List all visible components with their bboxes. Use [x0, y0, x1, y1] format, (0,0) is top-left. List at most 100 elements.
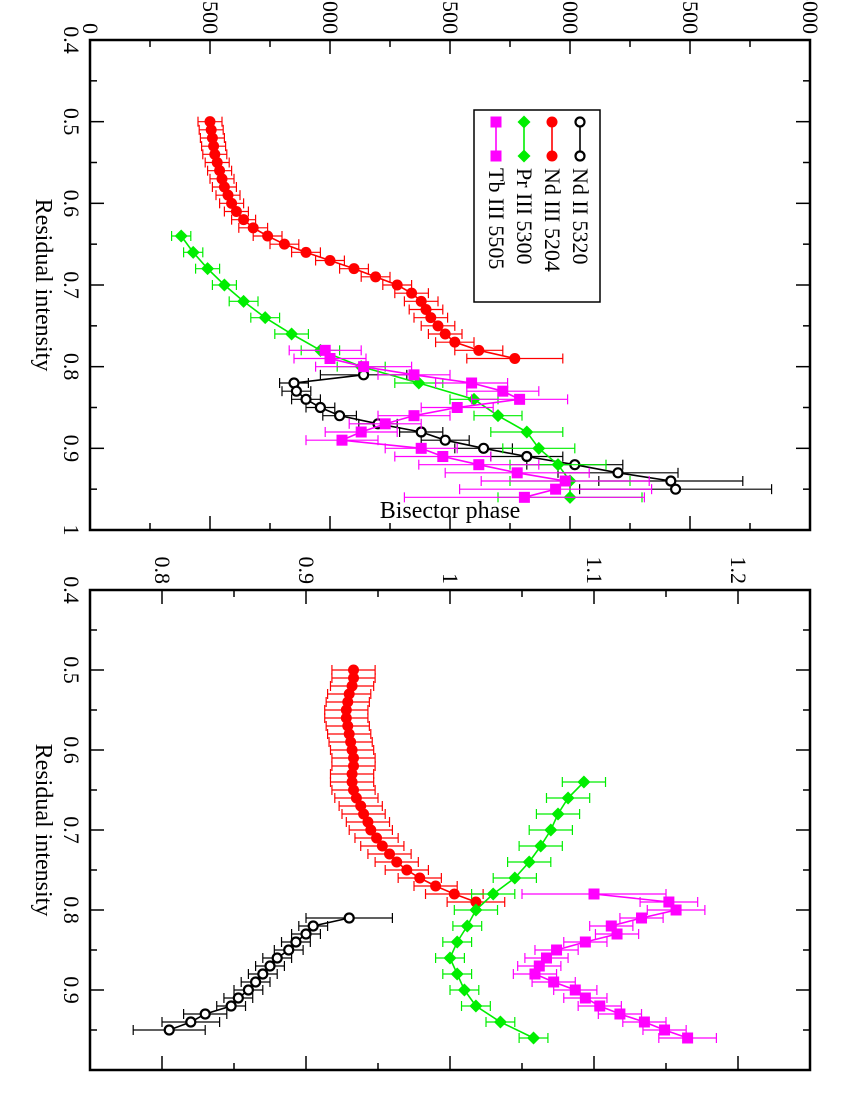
data-point	[544, 823, 558, 837]
data-point	[336, 434, 348, 446]
data-point	[408, 410, 420, 422]
data-point	[559, 475, 571, 487]
data-point	[508, 871, 522, 885]
y-tick-label: 500	[198, 1, 223, 34]
data-point	[491, 409, 505, 423]
data-point	[247, 222, 259, 234]
data-point	[682, 1032, 694, 1044]
data-point	[278, 238, 290, 250]
data-point	[493, 1015, 507, 1029]
x-tick-label: 0.8	[59, 896, 84, 924]
legend-marker	[574, 150, 586, 162]
data-point	[371, 832, 383, 844]
data-point	[470, 896, 482, 908]
y-axis-label: Bisector phase	[380, 498, 521, 524]
data-point	[324, 353, 336, 364]
legend-entry-nd-iii-5204: Nd III 5204	[540, 168, 565, 272]
legend-marker	[574, 116, 586, 128]
data-point	[518, 491, 530, 503]
data-point	[532, 441, 546, 455]
data-point	[163, 1024, 175, 1036]
data-point	[469, 903, 483, 917]
data-point	[473, 344, 485, 356]
data-point	[226, 197, 238, 209]
legend-marker	[490, 150, 502, 162]
data-point	[425, 312, 437, 324]
data-point	[314, 401, 327, 414]
data-point	[636, 912, 648, 924]
y-tick-label: 1500	[438, 0, 463, 34]
legend-entry-pr-iii-5300: Pr III 5300	[512, 168, 537, 265]
data-point	[430, 880, 442, 892]
data-point	[511, 467, 523, 479]
data-point	[638, 1016, 650, 1028]
data-point	[509, 353, 521, 364]
x-axis-label: Residual intensity	[30, 744, 56, 917]
legend-marker	[517, 115, 531, 129]
data-point	[473, 459, 485, 471]
data-point	[199, 1008, 211, 1020]
legend-marker	[546, 150, 558, 162]
y-tick-label: 1.1	[582, 557, 607, 585]
data-point	[448, 888, 460, 900]
x-tick-label: 0.4	[59, 26, 84, 54]
data-point	[300, 393, 312, 405]
legend-entry-tb-iii-5505: Tb III 5505	[484, 168, 509, 269]
data-point	[534, 839, 548, 853]
x-tick-label: 0.7	[59, 271, 84, 299]
data-point	[551, 458, 565, 472]
data-point	[522, 855, 536, 869]
data-point	[401, 864, 413, 876]
data-point	[230, 206, 242, 217]
y-tick-label: 0.9	[294, 557, 319, 585]
series-line	[209, 121, 515, 360]
data-point	[238, 214, 250, 226]
data-point	[415, 426, 427, 438]
data-point	[365, 824, 377, 836]
data-point	[579, 992, 591, 1004]
plot-frame	[88, 588, 812, 1072]
x-tick-label: 0.6	[59, 190, 84, 218]
data-point	[186, 245, 200, 259]
y-tick-label: 0	[78, 23, 103, 34]
data-point	[283, 944, 295, 956]
data-point	[343, 912, 355, 924]
data-point	[439, 328, 451, 340]
data-point	[466, 377, 478, 389]
x-axis-label: Residual intensity	[30, 199, 56, 372]
data-point	[257, 968, 269, 980]
data-point	[414, 872, 426, 884]
y-tick-label: 1.2	[726, 557, 751, 585]
data-point	[348, 664, 360, 676]
data-point	[334, 410, 346, 422]
y-tick-label: 0.8	[150, 557, 175, 585]
data-point	[449, 336, 461, 348]
data-point	[185, 1016, 197, 1028]
data-point	[258, 311, 272, 325]
x-tick-label: 0.9	[59, 976, 84, 1004]
x-tick-label: 0.9	[59, 435, 84, 463]
data-point	[432, 320, 444, 332]
x-tick-label: 0.5	[59, 656, 84, 684]
data-point	[527, 1031, 541, 1045]
data-point	[285, 327, 299, 341]
data-point	[391, 856, 403, 868]
data-point	[443, 951, 457, 965]
data-point	[469, 999, 483, 1013]
data-point	[340, 704, 352, 716]
data-point	[450, 967, 464, 981]
data-point	[521, 450, 533, 463]
data-point	[232, 992, 244, 1004]
data-point	[670, 904, 682, 916]
data-point	[384, 848, 396, 860]
data-point	[514, 393, 526, 405]
data-point	[358, 361, 370, 373]
y-tick-label: 2000	[558, 0, 583, 34]
series-nd-iii-5204	[324, 664, 506, 908]
data-point	[376, 840, 388, 852]
x-tick-label: 0.8	[59, 353, 84, 381]
data-point	[415, 295, 427, 307]
data-point	[174, 229, 188, 243]
